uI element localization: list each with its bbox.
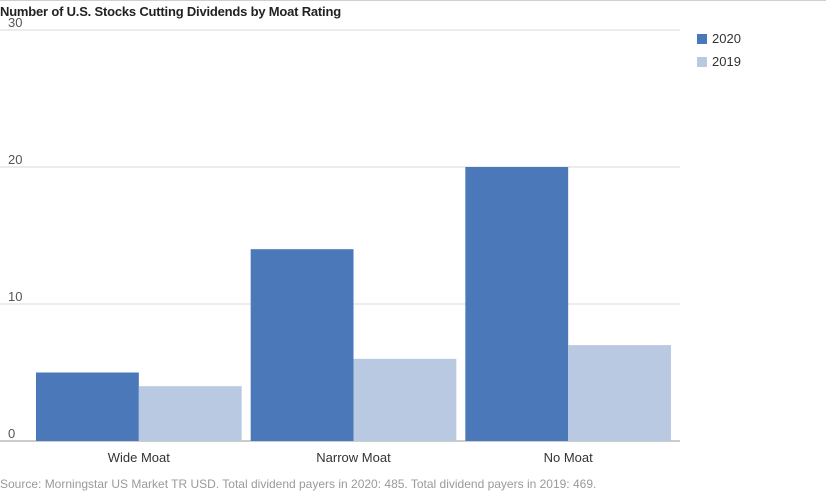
x-tick-label: No Moat: [544, 450, 594, 465]
y-tick-label: 30: [8, 15, 22, 30]
legend-label-2020: 2020: [712, 31, 741, 46]
bars: [36, 167, 671, 441]
bar-2020-no-moat: [465, 167, 569, 441]
bar-2019-wide-moat: [138, 386, 242, 441]
source-note: Source: Morningstar US Market TR USD. To…: [0, 477, 597, 491]
y-axis-ticks: 0 10 20 30: [8, 15, 22, 441]
chart-title: Number of U.S. Stocks Cutting Dividends …: [0, 4, 341, 19]
bar-2020-wide-moat: [36, 372, 139, 441]
x-axis-labels: Wide Moat Narrow Moat No Moat: [108, 450, 593, 465]
legend-swatch-2020: [697, 33, 707, 44]
y-tick-label: 0: [8, 426, 15, 441]
bar-2020-narrow-moat: [250, 249, 354, 441]
legend-label-2019: 2019: [712, 54, 741, 69]
bar-chart: 0 10 20 30 Wide Moat Narrow Moat No Moat: [0, 15, 680, 465]
bar-2019-no-moat: [568, 345, 671, 441]
legend-item-2019: 2019: [697, 50, 741, 73]
x-tick-label: Narrow Moat: [316, 450, 391, 465]
y-tick-label: 10: [8, 289, 22, 304]
y-tick-label: 20: [8, 152, 22, 167]
bar-2019-narrow-moat: [353, 358, 457, 441]
x-tick-label: Wide Moat: [108, 450, 171, 465]
legend: 2020 2019: [697, 27, 741, 73]
legend-swatch-2019: [697, 56, 707, 67]
top-rule: [0, 0, 826, 1]
legend-item-2020: 2020: [697, 27, 741, 50]
